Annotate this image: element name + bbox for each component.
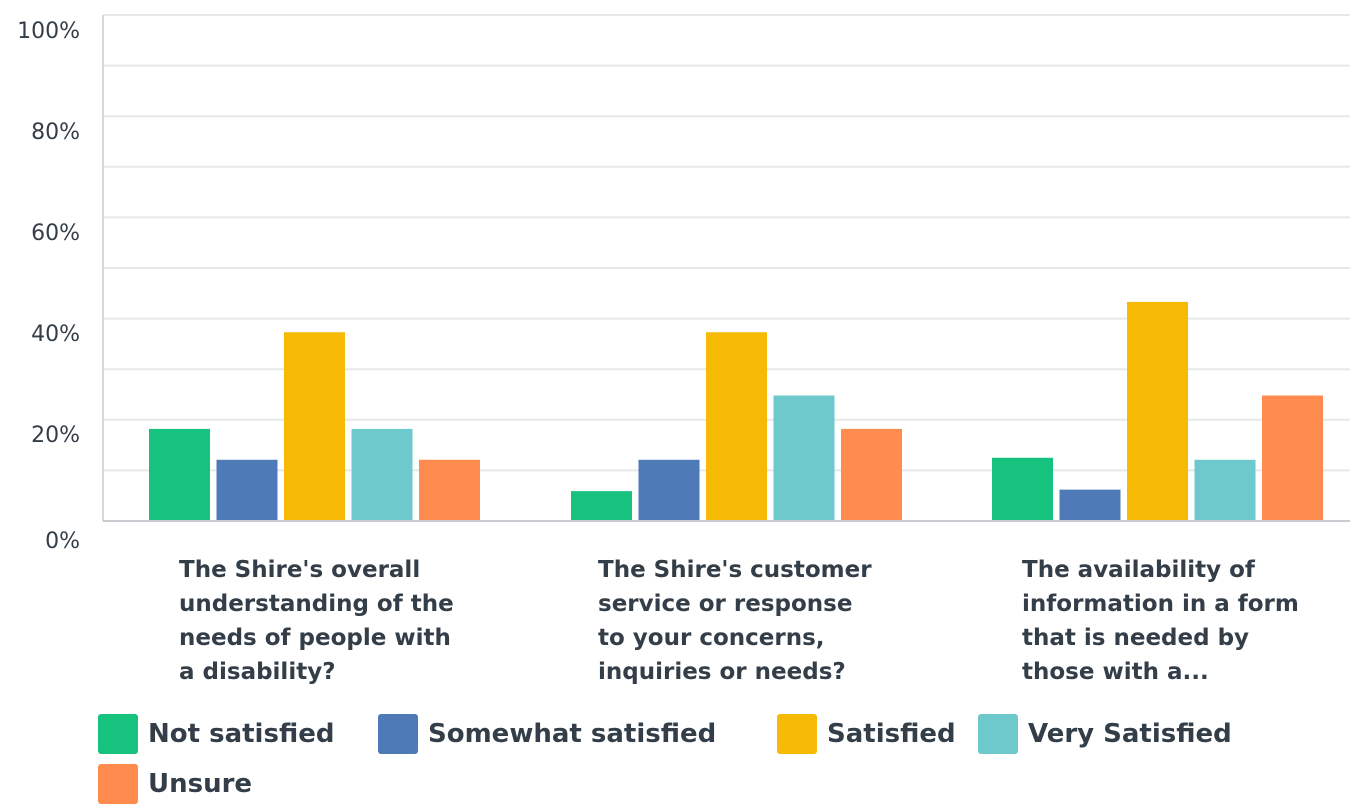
legend-item: Not satisfied bbox=[98, 712, 334, 756]
y-tick-label: 60% bbox=[31, 221, 80, 246]
y-tick-label: 20% bbox=[31, 423, 80, 448]
bar-unsure-3 bbox=[1262, 395, 1323, 521]
bar-very-satisfied-3 bbox=[1194, 459, 1256, 521]
legend-label: Not satisfied bbox=[148, 719, 335, 749]
legend-swatch bbox=[777, 714, 817, 754]
legend-item: Somewhat satisfied bbox=[378, 712, 716, 756]
category-label: The Shire's overall understanding of the… bbox=[179, 557, 454, 685]
bars bbox=[149, 301, 1323, 521]
legend-swatch bbox=[98, 764, 138, 804]
bar-satisfied-1 bbox=[284, 332, 345, 521]
bar-very-satisfied-2 bbox=[773, 395, 835, 521]
bar-not-satisfied-1 bbox=[149, 428, 210, 521]
y-tick-label: 100% bbox=[17, 19, 80, 44]
legend-item: Satisfied bbox=[777, 712, 956, 756]
bar-somewhat-satisfied-1 bbox=[216, 459, 278, 521]
legend-swatch bbox=[378, 714, 418, 754]
y-tick-label: 40% bbox=[31, 322, 80, 347]
legend-item: Unsure bbox=[98, 762, 252, 806]
legend-swatch bbox=[98, 714, 138, 754]
bar-unsure-2 bbox=[841, 428, 902, 521]
legend-label: Somewhat satisfied bbox=[428, 719, 717, 749]
legend-label: Unsure bbox=[148, 769, 253, 799]
category-label: The Shire's customer service or response… bbox=[598, 557, 872, 685]
category-label: The availability of information in a for… bbox=[1022, 557, 1299, 685]
legend-label: Very Satisfied bbox=[1028, 719, 1232, 749]
y-tick-label: 0% bbox=[45, 529, 80, 554]
bar-somewhat-satisfied-3 bbox=[1059, 489, 1121, 521]
y-axis-ticks: 100% 80% 60% 40% 20% 0% bbox=[17, 19, 80, 554]
bar-not-satisfied-3 bbox=[992, 457, 1053, 521]
legend-label: Satisfied bbox=[827, 719, 956, 749]
bar-satisfied-2 bbox=[706, 332, 767, 521]
bar-not-satisfied-2 bbox=[571, 491, 632, 521]
legend-item: Very Satisfied bbox=[978, 712, 1232, 756]
y-tick-label: 80% bbox=[31, 120, 80, 145]
bar-unsure-1 bbox=[419, 459, 480, 521]
legend-swatch bbox=[978, 714, 1018, 754]
bar-very-satisfied-1 bbox=[351, 428, 413, 521]
bar-somewhat-satisfied-2 bbox=[638, 459, 700, 521]
bar-satisfied-3 bbox=[1127, 301, 1188, 521]
